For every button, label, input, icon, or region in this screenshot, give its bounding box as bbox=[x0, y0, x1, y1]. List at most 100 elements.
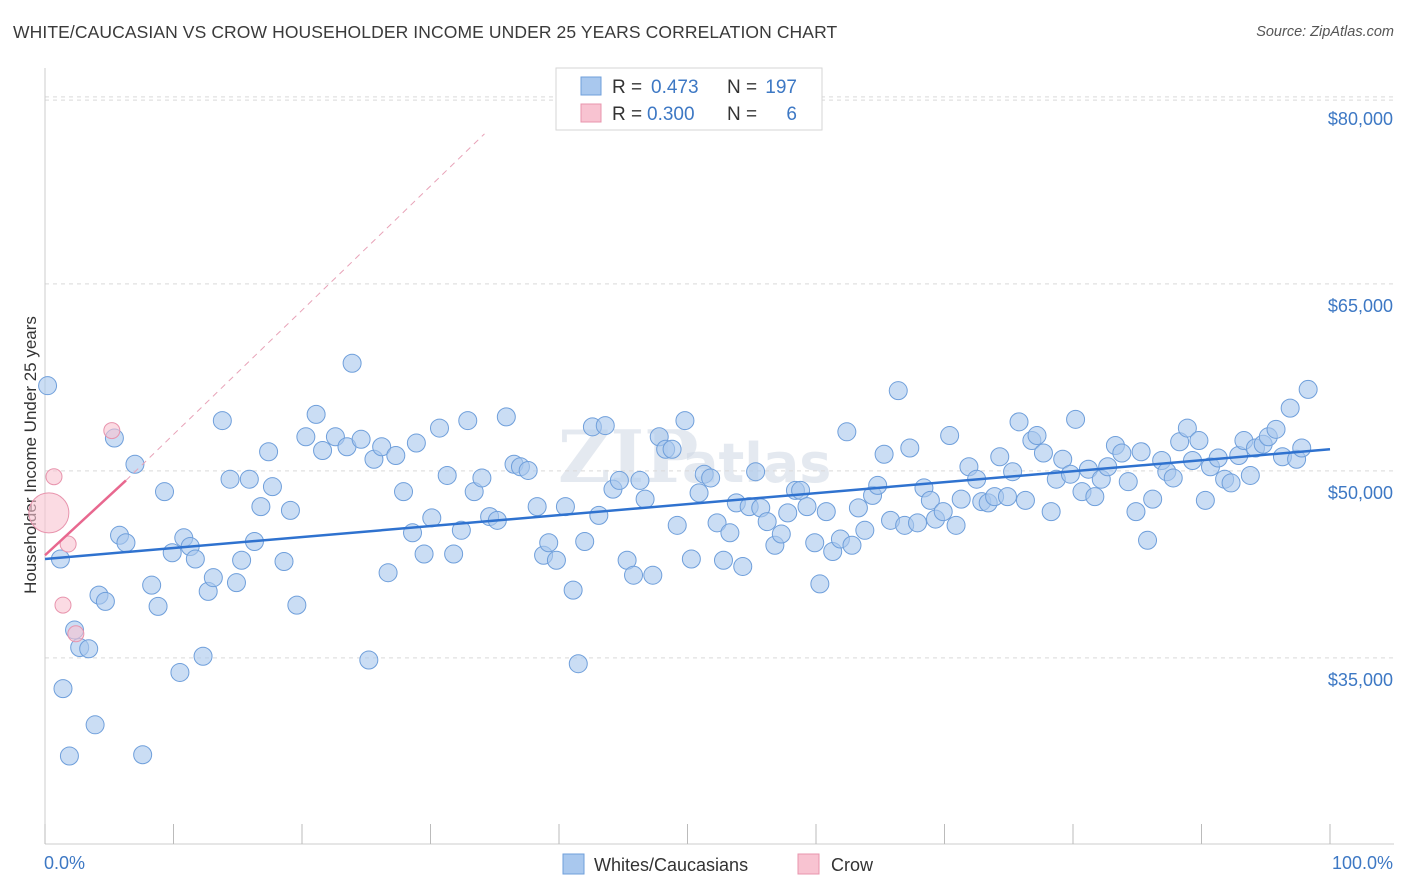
point-whites bbox=[429, 418, 449, 438]
point-whites bbox=[990, 447, 1010, 467]
point-whites bbox=[1143, 489, 1163, 509]
point-whites bbox=[1112, 443, 1132, 463]
point-whites bbox=[203, 568, 223, 588]
legend-swatch-crow bbox=[580, 103, 602, 123]
y-axis-title: Householder Income Under 25 years bbox=[21, 316, 40, 594]
point-whites bbox=[920, 490, 940, 510]
point-whites bbox=[1292, 438, 1312, 458]
point-whites bbox=[946, 515, 966, 535]
point-whites bbox=[142, 575, 162, 595]
bottom-legend-swatch-crow bbox=[797, 853, 820, 875]
point-whites bbox=[1009, 412, 1029, 432]
point-whites bbox=[1195, 490, 1215, 510]
point-whites bbox=[458, 411, 478, 431]
legend-swatch-whites bbox=[580, 76, 602, 96]
point-whites bbox=[868, 475, 888, 495]
point-whites bbox=[59, 746, 79, 766]
point-whites bbox=[908, 513, 928, 533]
point-whites bbox=[733, 556, 753, 576]
point-whites bbox=[351, 429, 371, 449]
point-whites bbox=[1298, 379, 1318, 399]
point-whites bbox=[280, 500, 300, 520]
chart-title: WHITE/CAUCASIAN VS CROW HOUSEHOLDER INCO… bbox=[13, 22, 838, 42]
point-whites bbox=[624, 565, 644, 585]
point-whites bbox=[609, 470, 629, 490]
x-tick-label-max: 100.0% bbox=[1332, 853, 1393, 873]
point-whites bbox=[422, 508, 442, 528]
point-whites bbox=[900, 438, 920, 458]
point-whites bbox=[675, 411, 695, 431]
point-whites bbox=[635, 489, 655, 509]
point-whites bbox=[125, 454, 145, 474]
legend-r-label-whites: R = bbox=[612, 77, 642, 98]
bottom-legend-label-whites: Whites/Caucasians bbox=[594, 855, 748, 875]
y-tick-label: $65,000 bbox=[1328, 296, 1393, 316]
legend-n-value-whites: 197 bbox=[765, 77, 797, 98]
point-whites bbox=[1189, 431, 1209, 451]
point-whites bbox=[951, 489, 971, 509]
point-whites bbox=[38, 376, 58, 396]
point-crow bbox=[54, 596, 72, 614]
point-whites bbox=[1266, 419, 1286, 439]
point-whites bbox=[1053, 449, 1073, 469]
point-whites bbox=[791, 480, 811, 500]
point-whites bbox=[1015, 490, 1035, 510]
point-whites bbox=[701, 468, 721, 488]
point-whites bbox=[148, 596, 168, 616]
point-whites bbox=[133, 745, 153, 765]
point-whites bbox=[414, 544, 434, 564]
point-whites bbox=[1280, 398, 1300, 418]
point-whites bbox=[855, 520, 875, 540]
point-whites bbox=[170, 662, 190, 682]
point-whites bbox=[589, 505, 609, 525]
point-whites bbox=[539, 533, 559, 553]
stats-legend: R = 0.473 N = 197 R = 0.300 N = 6 bbox=[555, 67, 823, 131]
point-whites bbox=[1163, 468, 1183, 488]
point-whites bbox=[472, 468, 492, 488]
point-whites bbox=[1033, 443, 1053, 463]
point-whites bbox=[595, 416, 615, 436]
source-credit: Source: ZipAtlas.com bbox=[1256, 24, 1394, 40]
point-whites bbox=[155, 482, 175, 502]
y-tick-label: $50,000 bbox=[1328, 483, 1393, 503]
legend-r-value-crow: 0.300 bbox=[647, 104, 695, 125]
point-whites bbox=[313, 441, 333, 461]
point-whites bbox=[85, 715, 105, 735]
point-whites bbox=[95, 591, 115, 611]
point-whites bbox=[518, 460, 538, 480]
point-whites bbox=[667, 515, 687, 535]
point-whites bbox=[496, 407, 516, 427]
x-tick-labels: 0.0% 100.0% bbox=[44, 853, 1393, 873]
point-whites bbox=[239, 469, 259, 489]
point-whites bbox=[681, 549, 701, 569]
trend-whites bbox=[44, 448, 1331, 561]
bottom-legend-label-crow: Crow bbox=[831, 855, 874, 875]
point-whites bbox=[662, 439, 682, 459]
point-whites bbox=[771, 524, 791, 544]
trend-lines bbox=[44, 133, 1331, 561]
point-whites bbox=[816, 502, 836, 522]
series-crow-points bbox=[28, 422, 121, 643]
point-whites bbox=[689, 483, 709, 503]
point-whites bbox=[394, 482, 414, 502]
point-whites bbox=[630, 470, 650, 490]
point-whites bbox=[720, 523, 740, 543]
point-whites bbox=[874, 444, 894, 464]
point-whites bbox=[444, 544, 464, 564]
point-whites bbox=[259, 442, 279, 462]
point-whites bbox=[643, 565, 663, 585]
point-whites bbox=[848, 498, 868, 518]
point-whites bbox=[386, 446, 406, 465]
y-tick-label: $35,000 bbox=[1328, 670, 1393, 690]
point-whites bbox=[575, 532, 595, 552]
point-whites bbox=[842, 535, 862, 555]
point-whites bbox=[797, 497, 817, 517]
legend-n-value-crow: 6 bbox=[786, 104, 797, 125]
point-whites bbox=[1138, 530, 1158, 550]
point-whites bbox=[933, 502, 953, 522]
point-whites bbox=[378, 563, 398, 583]
point-whites bbox=[212, 411, 232, 431]
legend-n-label-crow: N = bbox=[727, 104, 757, 125]
point-whites bbox=[778, 503, 798, 523]
point-whites bbox=[1066, 409, 1086, 429]
